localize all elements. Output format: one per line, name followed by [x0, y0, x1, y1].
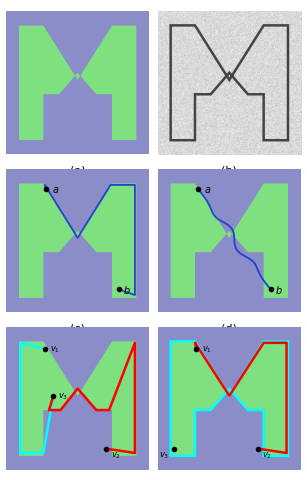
- Polygon shape: [19, 184, 136, 298]
- Text: (c): (c): [70, 323, 85, 333]
- Text: (b): (b): [221, 165, 237, 175]
- Polygon shape: [19, 26, 136, 141]
- Text: $v_2$: $v_2$: [262, 449, 272, 460]
- Text: $b$: $b$: [275, 284, 283, 296]
- Polygon shape: [171, 184, 288, 298]
- Text: (d): (d): [221, 323, 237, 333]
- Polygon shape: [19, 342, 136, 456]
- Text: $v_1$: $v_1$: [202, 344, 212, 354]
- Text: $b$: $b$: [123, 284, 131, 296]
- Polygon shape: [171, 342, 288, 456]
- Text: $v_2$: $v_2$: [111, 449, 121, 460]
- Text: $v_3$: $v_3$: [58, 391, 68, 401]
- Text: $a$: $a$: [204, 185, 211, 195]
- Text: (a): (a): [70, 165, 85, 175]
- Text: $v_1$: $v_1$: [50, 344, 60, 354]
- Text: $a$: $a$: [52, 185, 59, 195]
- Text: $v_3$: $v_3$: [159, 449, 169, 460]
